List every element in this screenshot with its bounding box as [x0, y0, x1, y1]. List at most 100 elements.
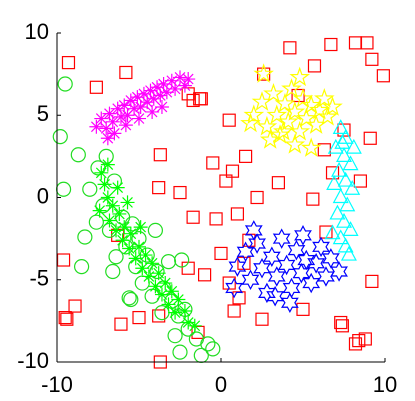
point-asterisk [100, 157, 115, 172]
point-hexagram [253, 257, 271, 279]
point-circle [147, 222, 163, 238]
y-tick-label: -10 [17, 348, 49, 373]
point-square [337, 123, 351, 137]
point-circle [205, 341, 221, 357]
point-asterisk [115, 233, 130, 248]
point-asterisk [143, 83, 158, 98]
point-triangle [334, 133, 351, 149]
point-circle [52, 129, 68, 145]
point-asterisk [177, 78, 192, 93]
point-circle [160, 254, 177, 270]
point-triangle [335, 147, 353, 162]
point-asterisk [187, 318, 202, 333]
point-pentagram [281, 78, 302, 98]
point-square [206, 156, 220, 170]
point-pentagram [259, 129, 281, 149]
point-square [132, 310, 146, 325]
point-asterisk [112, 206, 127, 221]
point-asterisk [128, 251, 143, 266]
point-asterisk [107, 126, 122, 141]
plot-area [52, 36, 390, 369]
point-asterisk [140, 95, 155, 110]
point-asterisk [105, 114, 120, 129]
point-pentagram [295, 107, 317, 128]
point-square [222, 276, 236, 290]
point-asterisk [146, 91, 161, 106]
point-square [214, 246, 228, 261]
point-square [58, 310, 72, 325]
point-asterisk [117, 220, 132, 235]
point-circle [149, 263, 165, 280]
point-square [335, 319, 349, 333]
point-asterisk [97, 177, 112, 192]
point-square [365, 274, 379, 288]
point-asterisk [168, 81, 183, 96]
point-hexagram [236, 241, 255, 263]
point-asterisk [122, 241, 137, 256]
point-asterisk [118, 118, 133, 133]
point-triangle [335, 212, 353, 228]
point-square [334, 315, 348, 330]
point-triangle [324, 224, 341, 240]
point-square [219, 174, 233, 188]
point-asterisk [110, 180, 125, 195]
point-hexagram [266, 285, 285, 307]
point-triangle [331, 161, 348, 177]
point-square [60, 312, 74, 326]
point-pentagram [314, 87, 335, 108]
point-triangle [326, 175, 343, 190]
point-hexagram [297, 249, 316, 271]
point-pentagram [322, 96, 343, 116]
point-asterisk [109, 223, 124, 238]
point-asterisk [173, 70, 187, 85]
point-pentagram [289, 66, 311, 87]
point-square [114, 317, 128, 331]
point-hexagram [248, 233, 266, 254]
point-square [68, 299, 82, 313]
point-pentagram [289, 120, 311, 141]
point-square [56, 253, 71, 267]
point-asterisk [145, 256, 160, 271]
point-asterisk [94, 111, 109, 126]
point-hexagram [228, 256, 247, 277]
point-asterisk [123, 93, 138, 108]
point-circle [174, 252, 190, 268]
point-asterisk [94, 165, 109, 180]
y-tick-label: 0 [37, 183, 49, 208]
point-asterisk [141, 269, 156, 284]
point-square [209, 212, 223, 226]
point-pentagram [300, 94, 322, 115]
point-triangle [340, 245, 357, 261]
point-circle [200, 336, 216, 352]
point-asterisk [135, 261, 150, 276]
point-square [296, 302, 310, 316]
point-square [360, 36, 374, 50]
point-triangle [329, 204, 346, 220]
point-hexagram [312, 236, 330, 258]
point-pentagram [269, 124, 291, 144]
point-circle [70, 147, 86, 163]
point-pentagram [263, 83, 284, 103]
point-hexagram [244, 220, 263, 241]
point-pentagram [284, 134, 306, 154]
point-asterisk [136, 86, 151, 101]
point-asterisk [89, 119, 104, 134]
y-tick-label: -5 [29, 266, 49, 291]
point-triangle [337, 171, 354, 187]
point-square [307, 59, 322, 73]
point-hexagram [225, 277, 244, 299]
point-square [306, 192, 320, 206]
point-triangle [344, 180, 361, 195]
point-pentagram [253, 63, 274, 83]
point-hexagram [294, 225, 312, 246]
point-asterisk [120, 195, 135, 210]
point-square [348, 337, 363, 351]
point-triangle [342, 221, 359, 236]
point-asterisk [153, 88, 168, 103]
point-triangle [332, 188, 349, 204]
point-asterisk [161, 297, 176, 312]
point-square [255, 312, 269, 326]
point-square [283, 41, 297, 55]
point-square [227, 304, 241, 318]
